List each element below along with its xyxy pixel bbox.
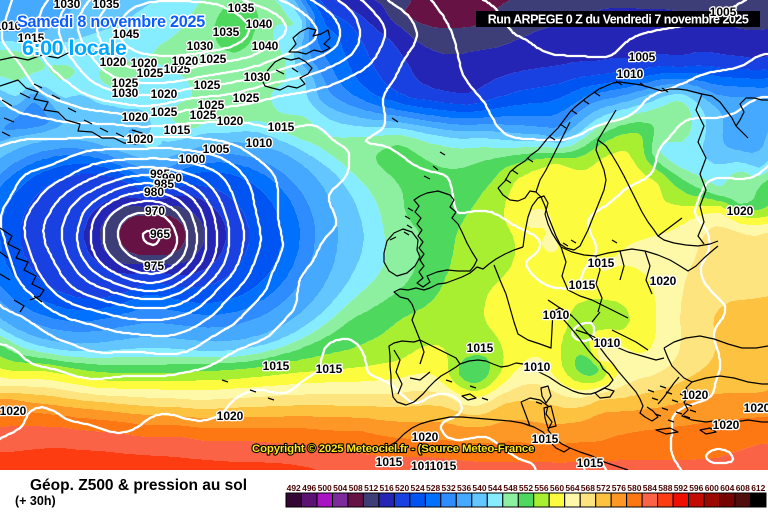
svg-text:516: 516 [380,483,394,493]
svg-text:1025: 1025 [112,76,139,90]
svg-text:496: 496 [302,483,316,493]
svg-text:1020: 1020 [122,110,149,124]
svg-text:975: 975 [144,259,164,273]
svg-text:612: 612 [751,483,765,493]
svg-text:1015: 1015 [18,31,45,45]
svg-text:552: 552 [519,483,533,493]
svg-text:564: 564 [565,483,579,493]
svg-text:Géop. Z500 & pression au sol: Géop. Z500 & pression au sol [30,477,247,494]
svg-text:1005: 1005 [203,142,230,156]
svg-text:1010: 1010 [246,136,273,150]
svg-text:1020: 1020 [131,56,158,70]
svg-text:1010: 1010 [617,67,644,81]
svg-text:1000: 1000 [179,152,206,166]
svg-text:Run ARPEGE 0 Z du Vendredi 7 n: Run ARPEGE 0 Z du Vendredi 7 novembre 20… [488,13,749,27]
svg-text:536: 536 [457,483,471,493]
svg-text:572: 572 [596,483,610,493]
svg-text:1020: 1020 [100,55,127,69]
svg-text:580: 580 [627,483,641,493]
svg-text:1025: 1025 [198,98,225,112]
svg-text:1025: 1025 [137,66,164,80]
svg-text:576: 576 [612,483,626,493]
svg-text:1015: 1015 [164,123,191,137]
svg-text:1010: 1010 [594,336,621,350]
svg-text:524: 524 [411,483,425,493]
svg-text:540: 540 [472,483,486,493]
svg-text:1020: 1020 [682,388,709,402]
svg-text:1005: 1005 [710,5,737,19]
svg-text:1030: 1030 [187,39,214,53]
svg-text:990: 990 [162,171,182,185]
svg-text:1035: 1035 [228,1,255,15]
svg-text:1020: 1020 [650,274,677,288]
svg-text:1005: 1005 [629,50,656,64]
svg-text:1025: 1025 [194,78,221,92]
svg-text:520: 520 [395,483,409,493]
svg-text:560: 560 [550,483,564,493]
svg-text:588: 588 [658,483,672,493]
svg-text:1020: 1020 [727,204,754,218]
svg-text:532: 532 [442,483,456,493]
svg-text:1030: 1030 [54,0,81,11]
svg-text:1010: 1010 [543,308,570,322]
svg-text:548: 548 [503,483,517,493]
svg-text:544: 544 [488,483,502,493]
svg-text:1025: 1025 [190,108,217,122]
svg-text:1040: 1040 [246,17,273,31]
svg-text:Copyright © 2025 Meteociel.fr: Copyright © 2025 Meteociel.fr - (Source … [252,443,534,455]
svg-text:1015: 1015 [532,432,559,446]
svg-text:568: 568 [581,483,595,493]
svg-text:1020: 1020 [217,114,244,128]
svg-text:500: 500 [318,483,332,493]
svg-text:592: 592 [674,483,688,493]
svg-text:1015: 1015 [316,362,343,376]
svg-text:1010: 1010 [524,360,551,374]
svg-text:1040: 1040 [252,39,279,53]
svg-text:1035: 1035 [213,25,240,39]
svg-text:Samedi 8 novembre 2025: Samedi 8 novembre 2025 [17,13,205,31]
svg-text:1020: 1020 [713,418,740,432]
svg-text:596: 596 [689,483,703,493]
svg-text:1015: 1015 [268,120,295,134]
svg-text:1015: 1015 [569,278,596,292]
svg-text:1015: 1015 [588,256,615,270]
svg-text:1015: 1015 [467,341,494,355]
svg-text:1020: 1020 [744,401,768,415]
svg-text:604: 604 [720,483,734,493]
svg-text:985: 985 [154,177,174,191]
svg-text:1030: 1030 [244,70,271,84]
svg-text:970: 970 [145,204,165,218]
svg-text:528: 528 [426,483,440,493]
svg-text:492: 492 [287,483,301,493]
svg-text:1015: 1015 [577,456,604,470]
svg-text:1030: 1030 [112,86,139,100]
svg-text:504: 504 [333,483,347,493]
svg-text:1015: 1015 [376,455,403,469]
svg-text:1035: 1035 [93,0,120,11]
svg-text:1025: 1025 [200,52,227,66]
svg-text:6:00 locale: 6:00 locale [22,36,127,60]
svg-text:1010: 1010 [0,19,22,33]
svg-text:1025: 1025 [164,62,191,76]
svg-text:600: 600 [705,483,719,493]
svg-text:1020: 1020 [151,87,178,101]
svg-text:1020: 1020 [172,54,199,68]
svg-text:1020: 1020 [217,409,244,423]
svg-text:1020: 1020 [412,430,439,444]
svg-text:1025: 1025 [151,105,178,119]
svg-text:512: 512 [364,483,378,493]
svg-text:1020: 1020 [127,132,154,146]
svg-text:608: 608 [736,483,750,493]
svg-text:556: 556 [534,483,548,493]
svg-text:995: 995 [150,167,170,181]
svg-text:1025: 1025 [233,91,260,105]
svg-text:508: 508 [349,483,363,493]
svg-text:1020: 1020 [0,404,27,418]
svg-text:(+ 30h): (+ 30h) [15,494,56,508]
svg-text:1015: 1015 [263,359,290,373]
svg-text:584: 584 [643,483,657,493]
svg-text:1045: 1045 [113,27,140,41]
svg-text:980: 980 [144,185,164,199]
svg-text:965: 965 [150,227,170,241]
